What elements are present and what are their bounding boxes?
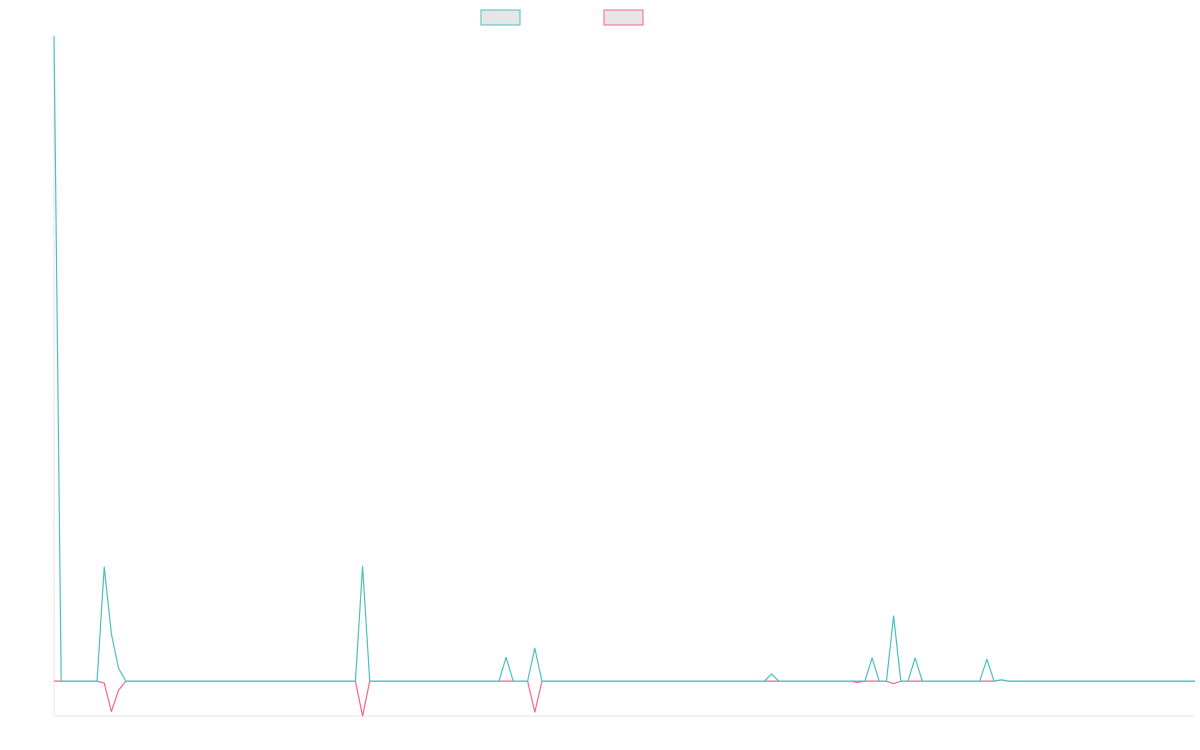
legend-swatch[interactable] bbox=[480, 9, 521, 26]
line-series bbox=[54, 679, 1195, 717]
line-series bbox=[53, 35, 1195, 682]
legend-swatch[interactable] bbox=[603, 9, 644, 26]
